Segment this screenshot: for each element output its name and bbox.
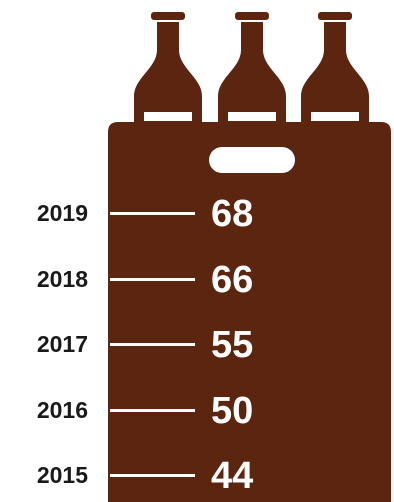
year-label: 2017 xyxy=(36,331,88,357)
value-label: 44 xyxy=(211,455,254,497)
value-label: 68 xyxy=(211,193,254,235)
row-tick-line xyxy=(110,277,195,281)
beer-bottle-icon xyxy=(301,12,369,126)
row-tick-line xyxy=(110,408,195,412)
beer-bottle-icon xyxy=(218,12,286,126)
row-tick-line xyxy=(110,474,195,477)
value-label: 50 xyxy=(211,389,254,432)
row-tick-line xyxy=(110,343,195,346)
beer-crate-icon xyxy=(108,122,391,502)
beer-bottle-icon xyxy=(134,12,202,126)
year-label: 2016 xyxy=(36,396,88,423)
value-label: 55 xyxy=(211,324,254,366)
year-label: 2019 xyxy=(36,200,88,226)
value-label: 66 xyxy=(211,258,254,301)
year-label: 2018 xyxy=(36,265,88,292)
crate-handle-icon xyxy=(209,147,295,173)
year-label: 2015 xyxy=(36,462,88,488)
row-tick-line xyxy=(110,212,195,215)
